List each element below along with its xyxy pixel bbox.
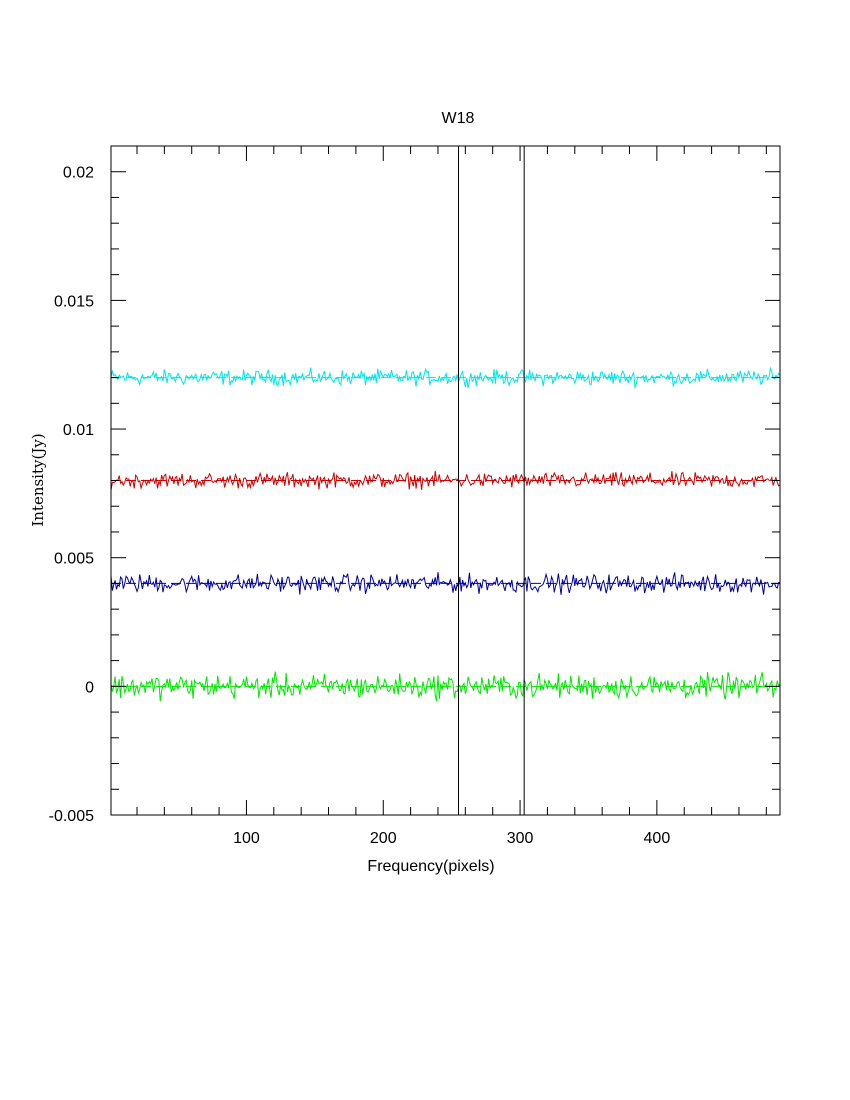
x-tick-label: 100: [233, 830, 260, 847]
x-axis-label: Frequency(pixels): [367, 858, 494, 875]
series-0-line: [110, 366, 781, 390]
x-tick-label: 300: [507, 830, 534, 847]
y-tick-label: 0.01: [63, 422, 94, 439]
series-1-line: [110, 470, 781, 491]
y-tick-label: 0.005: [54, 551, 94, 568]
series-2-line: [110, 572, 781, 595]
y-tick-label: 0: [85, 679, 94, 696]
series-3-line: [110, 671, 781, 702]
plot-area: [110, 146, 781, 815]
x-tick-label: 400: [644, 830, 671, 847]
y-tick-label: -0.005: [49, 808, 94, 825]
y-tick-label: 0.015: [54, 293, 94, 310]
axes: -0.005 0 0.005 0.01 0.015 0.02 100 200 300 400: [49, 145, 780, 847]
chart-title: W18: [442, 110, 475, 127]
x-tick-label: 200: [370, 830, 397, 847]
y-axis-label: Intensity(Jy): [29, 433, 47, 526]
y-tick-label: 0.02: [63, 165, 94, 182]
